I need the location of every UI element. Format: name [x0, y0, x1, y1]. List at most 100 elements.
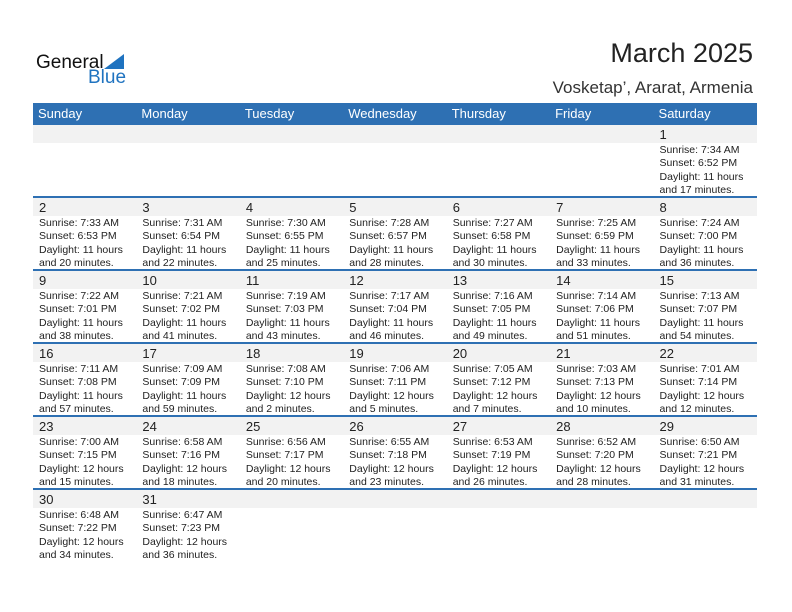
daylight1-text: Daylight: 12 hours	[39, 462, 124, 475]
sunrise-text: Sunrise: 7:01 AM	[659, 363, 740, 375]
day-cell: 18 Sunrise: 7:08 AM Sunset: 7:10 PM Dayligh…	[239, 344, 344, 417]
day-number	[446, 490, 551, 508]
daylight2-text: and 28 minutes.	[349, 257, 424, 270]
sunrise-text: Sunrise: 6:58 AM	[142, 436, 223, 448]
day-cell: 13 Sunrise: 7:16 AM Sunset: 7:05 PM Dayligh…	[446, 271, 551, 344]
weekday-wednesday: Wednesday	[348, 106, 417, 121]
day-number: 25	[239, 417, 344, 435]
weekday-thursday: Thursday	[451, 106, 506, 121]
day-cell: 26 Sunrise: 6:55 AM Sunset: 7:18 PM Dayligh…	[343, 417, 447, 488]
sunrise-text: Sunrise: 6:53 AM	[452, 436, 533, 448]
day-cell: 3 Sunrise: 7:31 AM Sunset: 6:54 PM Daylight…	[136, 198, 240, 271]
day-details: Sunrise: 7:31 AM Sunset: 6:54 PM Daylight:…	[136, 216, 239, 271]
empty-cell	[136, 125, 240, 196]
day-number	[550, 490, 654, 508]
day-details: Sunrise: 6:56 AM Sunset: 7:17 PM Daylight:…	[240, 435, 343, 490]
day-number	[446, 125, 551, 143]
weekday-monday: Monday	[141, 106, 188, 121]
week-row: 2 Sunrise: 7:33 AM Sunset: 6:53 PM Daylight…	[33, 198, 757, 271]
daylight1-text: Daylight: 12 hours	[452, 389, 538, 402]
day-number: 24	[136, 417, 240, 435]
week-row: 1 Sunrise: 7:34 AM Sunset: 6:52 PM Daylight…	[33, 125, 757, 198]
day-details: Sunrise: 7:33 AM Sunset: 6:53 PM Daylight:…	[33, 216, 136, 271]
sunrise-text: Sunrise: 6:47 AM	[142, 509, 223, 521]
sunset-text: Sunset: 7:11 PM	[349, 376, 427, 389]
logo-word-general: General	[36, 52, 104, 73]
sunrise-text: Sunrise: 7:11 AM	[39, 363, 119, 375]
day-cell: 2 Sunrise: 7:33 AM Sunset: 6:53 PM Daylight…	[33, 198, 137, 271]
daylight1-text: Daylight: 11 hours	[659, 243, 744, 256]
day-cell: 23 Sunrise: 7:00 AM Sunset: 7:15 PM Dayligh…	[33, 417, 137, 489]
day-number	[343, 125, 447, 143]
week-row: 30 Sunrise: 6:48 AM Sunset: 7:22 PM Dayligh…	[33, 490, 757, 561]
sunset-text: Sunset: 7:07 PM	[659, 303, 738, 316]
daylight2-text: and 31 minutes.	[659, 476, 735, 489]
day-details: Sunrise: 7:03 AM Sunset: 7:13 PM Daylight:…	[550, 362, 653, 417]
sunset-text: Sunset: 6:55 PM	[245, 230, 324, 243]
empty-cell	[550, 125, 654, 196]
weekday-header: Sunday Monday Tuesday Wednesday Thursday Frid…	[33, 103, 757, 125]
sunset-text: Sunset: 7:22 PM	[39, 522, 117, 535]
day-number: 14	[550, 271, 654, 289]
day-number: 12	[343, 271, 447, 289]
sunrise-text: Sunrise: 7:03 AM	[556, 363, 637, 375]
day-details: Sunrise: 7:08 AM Sunset: 7:10 PM Daylight:…	[240, 362, 343, 417]
day-details: Sunrise: 7:27 AM Sunset: 6:58 PM Daylight:…	[447, 216, 550, 271]
daylight2-text: and 34 minutes.	[39, 549, 114, 562]
empty-cell	[33, 125, 137, 196]
daylight2-text: and 43 minutes.	[245, 330, 321, 343]
week-row: 16 Sunrise: 7:11 AM Sunset: 7:08 PM Dayligh…	[33, 344, 757, 417]
sunrise-text: Sunrise: 7:27 AM	[452, 217, 533, 229]
sunrise-text: Sunrise: 7:08 AM	[245, 363, 326, 375]
sunrise-text: Sunrise: 7:28 AM	[349, 217, 430, 229]
weekday-sunday: Sunday	[38, 106, 83, 121]
day-number: 15	[653, 271, 757, 289]
sunrise-text: Sunrise: 7:22 AM	[39, 290, 119, 302]
daylight1-text: Daylight: 12 hours	[659, 462, 745, 475]
sunrise-text: Sunrise: 7:19 AM	[245, 290, 326, 302]
sunset-text: Sunset: 7:10 PM	[245, 376, 324, 389]
day-cell: 31 Sunrise: 6:47 AM Sunset: 7:23 PM Dayligh…	[136, 490, 240, 561]
sunrise-text: Sunrise: 7:06 AM	[349, 363, 430, 375]
day-cell: 1 Sunrise: 7:34 AM Sunset: 6:52 PM Daylight…	[653, 125, 757, 196]
weekday-tuesday: Tuesday	[244, 106, 295, 121]
day-cell: 12 Sunrise: 7:17 AM Sunset: 7:04 PM Dayligh…	[343, 271, 447, 343]
daylight1-text: Daylight: 11 hours	[39, 389, 123, 402]
daylight1-text: Daylight: 11 hours	[349, 243, 434, 256]
sunset-text: Sunset: 7:04 PM	[349, 303, 427, 316]
week-row: 23 Sunrise: 7:00 AM Sunset: 7:15 PM Dayligh…	[33, 417, 757, 490]
day-cell: 14 Sunrise: 7:14 AM Sunset: 7:06 PM Dayligh…	[550, 271, 654, 342]
day-number: 23	[33, 417, 137, 435]
daylight2-text: and 26 minutes.	[452, 476, 528, 489]
weekday-saturday: Saturday	[658, 106, 711, 121]
daylight1-text: Daylight: 11 hours	[452, 316, 537, 329]
daylight1-text: Daylight: 11 hours	[142, 389, 227, 402]
day-cell: 6 Sunrise: 7:27 AM Sunset: 6:58 PM Daylight…	[446, 198, 551, 271]
day-details: Sunrise: 7:16 AM Sunset: 7:05 PM Daylight:…	[447, 289, 550, 344]
day-cell: 20 Sunrise: 7:05 AM Sunset: 7:12 PM Dayligh…	[446, 344, 551, 415]
sunset-text: Sunset: 6:57 PM	[349, 230, 427, 243]
sunrise-text: Sunrise: 7:34 AM	[659, 144, 740, 156]
day-number: 19	[343, 344, 447, 362]
sunrise-text: Sunrise: 7:21 AM	[142, 290, 223, 302]
daylight1-text: Daylight: 12 hours	[659, 389, 745, 402]
day-details: Sunrise: 7:25 AM Sunset: 6:59 PM Daylight:…	[550, 216, 653, 271]
daylight1-text: Daylight: 12 hours	[142, 462, 228, 475]
empty-cell	[653, 490, 757, 561]
day-number: 29	[653, 417, 757, 435]
sunset-text: Sunset: 7:01 PM	[39, 303, 117, 316]
daylight2-text: and 15 minutes.	[39, 476, 114, 489]
day-number: 5	[343, 198, 447, 216]
daylight2-text: and 46 minutes.	[349, 330, 424, 343]
sunrise-text: Sunrise: 6:50 AM	[659, 436, 740, 448]
sunrise-text: Sunrise: 6:52 AM	[556, 436, 637, 448]
daylight1-text: Daylight: 11 hours	[142, 316, 227, 329]
day-cell: 17 Sunrise: 7:09 AM Sunset: 7:09 PM Dayligh…	[136, 344, 240, 417]
daylight1-text: Daylight: 11 hours	[659, 316, 744, 329]
day-cell: 28 Sunrise: 6:52 AM Sunset: 7:20 PM Dayligh…	[550, 417, 654, 488]
day-details: Sunrise: 7:09 AM Sunset: 7:09 PM Daylight:…	[136, 362, 239, 417]
daylight2-text: and 18 minutes.	[142, 476, 218, 489]
day-cell: 16 Sunrise: 7:11 AM Sunset: 7:08 PM Dayligh…	[33, 344, 137, 415]
day-details: Sunrise: 7:13 AM Sunset: 7:07 PM Daylight:…	[654, 289, 757, 344]
sunset-text: Sunset: 7:16 PM	[142, 449, 221, 462]
